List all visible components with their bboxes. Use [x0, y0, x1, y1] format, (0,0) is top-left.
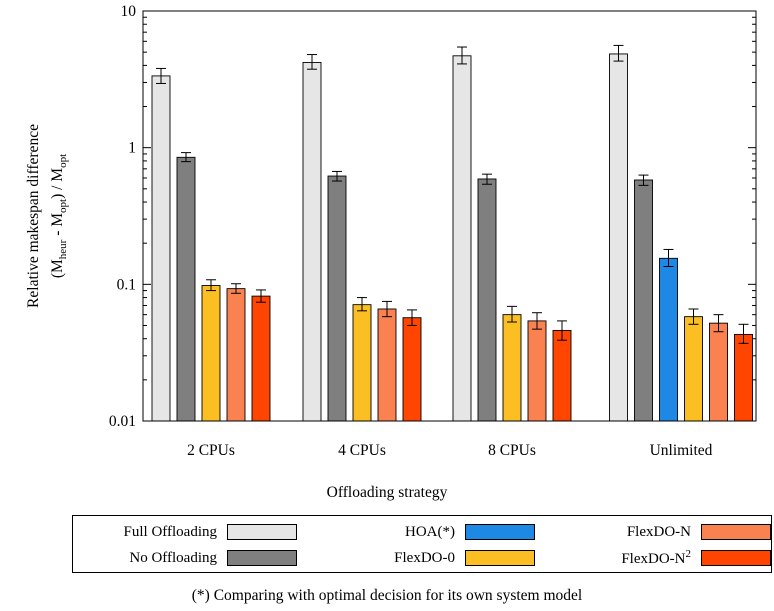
x-axis-label: Offloading strategy: [326, 484, 448, 501]
bar: [327, 175, 347, 422]
x-tick-label: 8 CPUs: [488, 442, 536, 459]
legend-item-flexdo-n: FlexDO-N: [539, 522, 771, 542]
legend-label: FlexDO-N: [626, 523, 691, 540]
bar: [527, 320, 547, 422]
bars-layer: [151, 53, 753, 422]
errorbars-layer: [156, 44, 749, 344]
y-axis: 0.01 0.1 1 10: [109, 3, 756, 430]
legend-item-full-offloading: Full Offloading: [73, 522, 297, 542]
bar: [634, 179, 653, 422]
bar: [226, 288, 246, 422]
plot-frame: [142, 10, 757, 422]
legend-item-flexdo-n2: FlexDO-N2: [539, 548, 771, 568]
x-tick-label: 2 CPUs: [187, 442, 235, 459]
bar: [251, 295, 271, 422]
bar: [176, 156, 196, 422]
legend-swatch: [701, 524, 771, 540]
legend-label: Full Offloading: [123, 523, 217, 540]
y-tick-label: 1: [128, 140, 136, 157]
bar: [709, 322, 728, 422]
bar: [402, 317, 422, 422]
x-tick-label: Unlimited: [650, 442, 713, 459]
y-tick-label: 0.01: [109, 413, 136, 430]
bar: [734, 333, 753, 422]
legend-label: HOA(*): [405, 523, 455, 540]
legend-swatch: [465, 550, 535, 566]
x-axis: 2 CPUs 4 CPUs 8 CPUs Unlimited: [187, 442, 713, 459]
y-axis-label-line1: Relative makespan difference: [25, 124, 42, 308]
y-tick-label: 10: [121, 3, 137, 20]
bar: [477, 178, 497, 422]
footnote: (*) Comparing with optimal decision for …: [191, 587, 583, 604]
bar: [552, 329, 572, 422]
legend-item-flexdo-0: FlexDO-0: [303, 548, 535, 568]
legend-swatch: [465, 524, 535, 540]
bar: [659, 257, 678, 422]
bar: [352, 304, 372, 422]
bar: [609, 53, 628, 422]
x-tick-label: 4 CPUs: [338, 442, 386, 459]
legend-swatch: [227, 524, 297, 540]
legend-swatch: [227, 550, 297, 566]
bar: [377, 308, 397, 422]
legend-label: No Offloading: [129, 549, 217, 566]
bar: [502, 314, 522, 422]
legend: Full Offloading No Offloading HOA(*) Fle…: [72, 515, 772, 573]
y-axis-label-line2: (Mheur - Mopt) / Mopt: [49, 154, 69, 278]
legend-label: FlexDO-0: [394, 549, 455, 566]
bar: [684, 316, 703, 422]
bar: [302, 62, 322, 422]
chart-area: 0.01 0.1 1 10 2 CPUs 4 CPUs 8 CPUs Unlimited R…: [25, 3, 757, 459]
legend-swatch: [701, 550, 771, 566]
y-axis-label: Relative makespan difference (Mheur - Mo…: [25, 124, 69, 308]
bar: [452, 55, 472, 422]
y-tick-label: 0.1: [117, 276, 136, 293]
bar: [201, 285, 221, 422]
bar: [151, 75, 171, 422]
legend-item-no-offloading: No Offloading: [73, 548, 297, 568]
legend-label: FlexDO-N2: [621, 548, 691, 567]
legend-item-hoa: HOA(*): [303, 522, 535, 542]
